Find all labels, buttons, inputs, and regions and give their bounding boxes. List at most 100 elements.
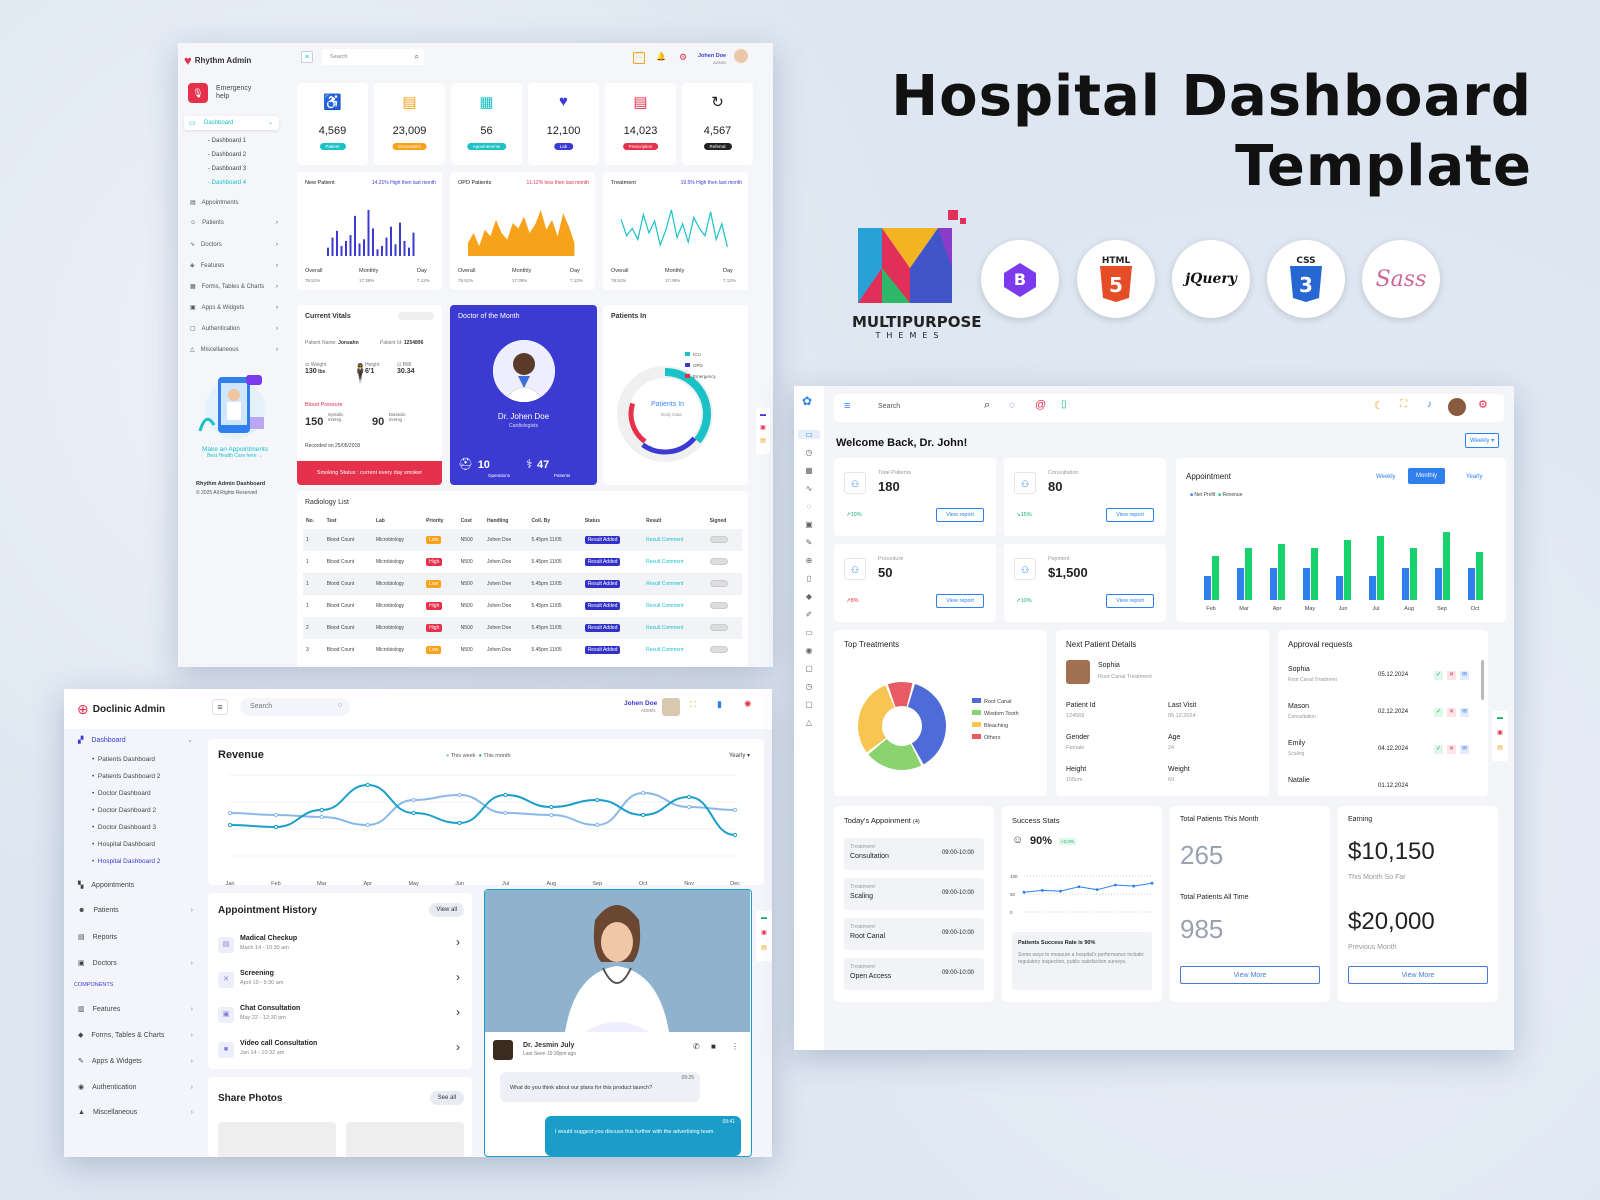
sidebar-item-appointments[interactable]: ▚ Appointments <box>78 881 135 890</box>
history-item-title[interactable]: Madical Checkup <box>240 935 298 942</box>
history-icon[interactable]: ◷ <box>805 682 813 691</box>
message-icon[interactable]: ✉ <box>1460 745 1469 754</box>
pen-icon[interactable]: ✐ <box>805 610 813 619</box>
view-all-button[interactable]: View all <box>429 903 464 917</box>
sidebar-item-dashboard-3[interactable]: - Dashboard 3 <box>208 166 247 172</box>
gear-icon[interactable]: ⚙ <box>678 52 688 62</box>
appointment-item[interactable]: Treatment Open Access 09:00-10:00 <box>844 958 984 990</box>
appointment-item[interactable]: Treatment Root Canal 09:00-10:00 <box>844 918 984 950</box>
sidebar-item-doctors[interactable]: ∿ Doctors › <box>190 241 278 249</box>
table-cell[interactable]: Result Comment <box>646 559 684 565</box>
cart-icon[interactable]: ⊕ <box>805 556 813 565</box>
sidebar-item-miscellaneous[interactable]: △ Miscellaneous › <box>190 346 278 354</box>
inbox-icon[interactable]: ▢ <box>805 664 813 673</box>
search-icon[interactable]: ⌕ <box>984 399 991 411</box>
grid-icon[interactable]: ▣ <box>805 520 813 529</box>
phone-icon[interactable]: ✆ <box>693 1042 700 1051</box>
at-icon[interactable]: @ <box>1035 399 1047 411</box>
sidebar-item-dashboard[interactable]: ▭ Dashboard ⌄ <box>184 116 279 130</box>
avatar[interactable] <box>662 698 680 716</box>
more-icon[interactable]: ⋮ <box>731 1042 739 1051</box>
table-cell[interactable]: Result Comment <box>643 573 707 595</box>
avatar[interactable] <box>1448 398 1466 416</box>
sidebar-item-features[interactable]: ▥ Features › <box>78 1005 193 1014</box>
image-icon[interactable]: ▣ <box>1497 730 1503 736</box>
fullscreen-icon[interactable]: ⛶ <box>690 700 696 709</box>
money-icon[interactable]: ▬ <box>1497 715 1503 721</box>
sidebar-item-forms[interactable]: ▦ Forms, Tables & Charts › <box>190 283 278 291</box>
promo-link[interactable]: Best Health Care here → <box>207 453 263 459</box>
calendar-icon[interactable]: ▦ <box>805 466 813 475</box>
photo-thumbnail[interactable] <box>346 1122 464 1157</box>
sidebar-item-reports[interactable]: ▤ Reports <box>78 933 118 942</box>
vitals-search[interactable] <box>398 312 434 320</box>
pulse-icon[interactable]: ∿ <box>805 484 813 493</box>
chevron-right-icon[interactable]: › <box>456 1040 460 1054</box>
user-name[interactable]: Johen Doe <box>624 700 658 707</box>
view-report-button[interactable]: View report <box>1106 508 1154 522</box>
menu-toggle-icon[interactable]: ≡ <box>212 699 228 715</box>
approve-icon[interactable]: ✓ <box>1434 745 1443 754</box>
gear-icon[interactable]: ⚙ <box>1478 399 1488 411</box>
message-icon[interactable]: ✉ <box>1460 708 1469 717</box>
sidebar-item-apps[interactable]: ▣ Apps & Widgets › <box>190 304 278 312</box>
appointment-item[interactable]: Treatment Consultation 09:00-10:00 <box>844 838 984 870</box>
search-box[interactable]: Search ⌕ <box>322 49 424 65</box>
view-more-button[interactable]: View More <box>1180 966 1320 984</box>
view-more-button[interactable]: View More <box>1348 966 1488 984</box>
sidebar-item-dashboard-2[interactable]: - Dashboard 2 <box>208 152 247 158</box>
edit-icon[interactable]: ✎ <box>805 538 813 547</box>
tab-yearly[interactable]: Yearly <box>1466 474 1483 480</box>
clock-icon[interactable]: ◷ <box>805 448 813 457</box>
scrollbar[interactable] <box>1481 660 1484 700</box>
clipboard-icon[interactable]: ▯ <box>1061 399 1067 410</box>
sidebar-item-dashboard[interactable]: ▞ Dashboard ⌄ <box>78 736 193 745</box>
note-icon[interactable]: ▤ <box>760 438 766 444</box>
table-cell[interactable]: Result Comment <box>646 603 684 609</box>
appointment-item[interactable]: Treatment Scaling 09:00-10:00 <box>844 878 984 910</box>
user-name[interactable]: Johen Doe <box>698 53 727 59</box>
search-icon[interactable]: ○ <box>337 702 342 709</box>
table-cell[interactable]: Result Comment <box>643 529 707 551</box>
sidebar-item-apps[interactable]: ✎ Apps & Widgets › <box>78 1057 193 1066</box>
sidebar-item-patients[interactable]: ☺ Patients › <box>190 220 278 226</box>
sidebar-item-doctor-dashboard-3[interactable]: • Doctor Dashboard 3 <box>92 824 157 831</box>
sidebar-item-appointments[interactable]: ▤ Appointments <box>190 199 239 207</box>
search-icon[interactable]: ⌕ <box>414 52 419 61</box>
eye-icon[interactable]: ◉ <box>805 646 813 655</box>
sidebar-item-patients[interactable]: ☻ Patients › <box>78 907 193 914</box>
bell-icon[interactable]: ♪ <box>1427 399 1432 410</box>
sidebar-item-doctor-dashboard-2[interactable]: • Doctor Dashboard 2 <box>92 807 157 814</box>
card-icon[interactable]: ▭ <box>805 628 813 637</box>
sidebar-item-miscellaneous[interactable]: ▲ Miscellaneous › <box>78 1109 193 1116</box>
sidebar-item-patients-dashboard[interactable]: • Patients Dashboard <box>92 756 155 763</box>
sidebar-item-doctor-dashboard[interactable]: • Doctor Dashboard <box>92 790 151 797</box>
photo-thumbnail[interactable] <box>218 1122 336 1157</box>
chevron-right-icon[interactable]: › <box>456 970 460 984</box>
lock-icon[interactable]: ▢ <box>805 700 813 709</box>
sidebar-item-forms[interactable]: ◆ Forms, Tables & Charts › <box>78 1031 193 1040</box>
sidebar-item-hospital-dashboard[interactable]: • Hospital Dashboard <box>92 841 155 848</box>
search-input[interactable]: Search <box>250 703 273 710</box>
sidebar-item-hospital-dashboard-2[interactable]: • Hospital Dashboard 2 <box>92 858 161 865</box>
history-item-title[interactable]: Screening <box>240 970 274 977</box>
file-icon[interactable]: ▮ <box>717 699 722 709</box>
fullscreen-icon[interactable]: ⛶ <box>1400 399 1407 410</box>
table-cell[interactable]: Result Comment <box>643 617 707 639</box>
sidebar-item-dashboard-4[interactable]: - Dashboard 4 <box>208 180 247 186</box>
image-icon[interactable]: ▣ <box>761 930 767 936</box>
cast-icon[interactable]: ▯ <box>806 574 812 583</box>
menu-toggle-icon[interactable]: ≡ <box>301 51 313 63</box>
signed-toggle[interactable] <box>706 617 742 639</box>
moon-icon[interactable]: ☾ <box>1374 400 1384 412</box>
sidebar-item-authentication[interactable]: ▢ Authentication › <box>190 325 278 333</box>
signed-toggle[interactable] <box>707 551 742 573</box>
monitor-icon[interactable]: ▭ <box>798 430 820 439</box>
bell-icon[interactable]: 🔔 <box>656 52 666 61</box>
tab-monthly[interactable]: Monthly <box>1408 468 1446 484</box>
warning-icon[interactable]: △ <box>805 718 813 727</box>
money-icon[interactable]: ▬ <box>761 915 767 921</box>
sidebar-item-patients-dashboard-2[interactable]: • Patients Dashboard 2 <box>92 773 161 780</box>
microphone-icon[interactable]: 🎙 <box>188 83 208 103</box>
message-icon[interactable]: ✉ <box>1460 671 1469 680</box>
